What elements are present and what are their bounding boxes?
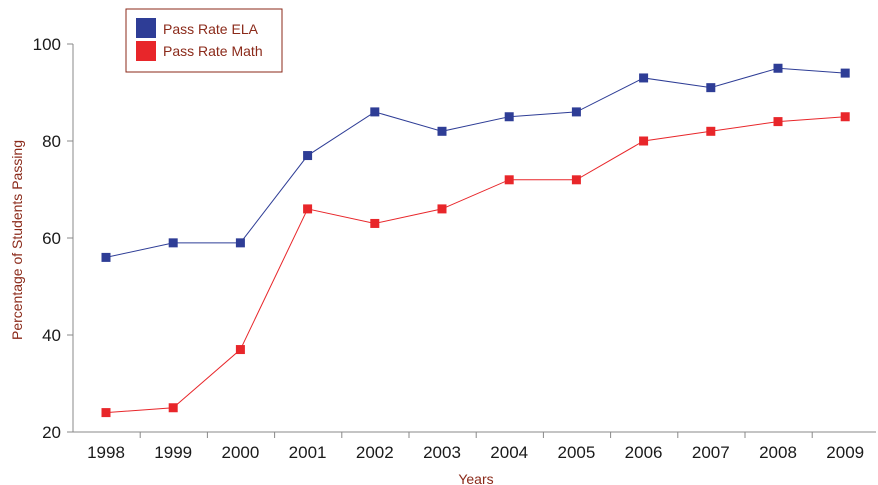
x-axis: 1998 1999 2000 2001 2002 2003 2004 2005 2006 2007… (73, 431, 876, 462)
data-point (773, 117, 783, 127)
x-tick-label: 1998 (87, 443, 125, 462)
legend-swatch-ela (136, 18, 156, 38)
data-point (168, 238, 178, 248)
y-tick-label: 60 (42, 229, 61, 248)
y-axis: 20 40 60 80 100 (33, 35, 74, 442)
data-point (303, 151, 313, 161)
series-math (101, 112, 850, 418)
data-point (504, 112, 514, 122)
legend-swatch-math (136, 41, 156, 61)
data-point (706, 83, 716, 93)
x-tick-label: 2006 (625, 443, 663, 462)
x-tick-label: 2004 (490, 443, 528, 462)
x-tick-label: 2002 (356, 443, 394, 462)
data-point (437, 204, 447, 214)
data-point (571, 107, 581, 117)
x-tick-label: 2001 (289, 443, 327, 462)
data-point (235, 345, 245, 355)
series-line (105, 116, 846, 414)
y-tick-label: 100 (33, 35, 61, 54)
data-point (101, 252, 111, 262)
data-point (571, 175, 581, 185)
data-point (840, 68, 850, 78)
series-line (105, 67, 846, 258)
y-tick-label: 20 (42, 423, 61, 442)
legend-label-ela: Pass Rate ELA (163, 21, 259, 37)
data-point (437, 126, 447, 136)
data-point (303, 204, 313, 214)
data-point (504, 175, 514, 185)
x-tick-label: 2005 (557, 443, 595, 462)
x-tick-label: 2009 (826, 443, 864, 462)
x-tick-label: 1999 (154, 443, 192, 462)
data-point (706, 126, 716, 136)
x-tick-label: 2003 (423, 443, 461, 462)
data-point (773, 63, 783, 73)
x-tick-label: 2008 (759, 443, 797, 462)
y-tick-label: 80 (42, 132, 61, 151)
series-ela (101, 63, 850, 262)
data-point (639, 73, 649, 83)
data-point (235, 238, 245, 248)
legend-label-math: Pass Rate Math (163, 43, 263, 59)
series-layer (101, 63, 850, 418)
x-tick-label: 2007 (692, 443, 730, 462)
data-point (101, 408, 111, 418)
data-point (840, 112, 850, 122)
y-axis-title: Percentage of Students Passing (9, 140, 25, 340)
data-point (370, 218, 380, 228)
data-point (168, 403, 178, 413)
data-point (639, 136, 649, 146)
x-tick-label: 2000 (221, 443, 259, 462)
x-axis-title: Years (458, 471, 493, 485)
legend: Pass Rate ELA Pass Rate Math (125, 8, 283, 73)
y-tick-label: 40 (42, 326, 61, 345)
data-point (370, 107, 380, 117)
